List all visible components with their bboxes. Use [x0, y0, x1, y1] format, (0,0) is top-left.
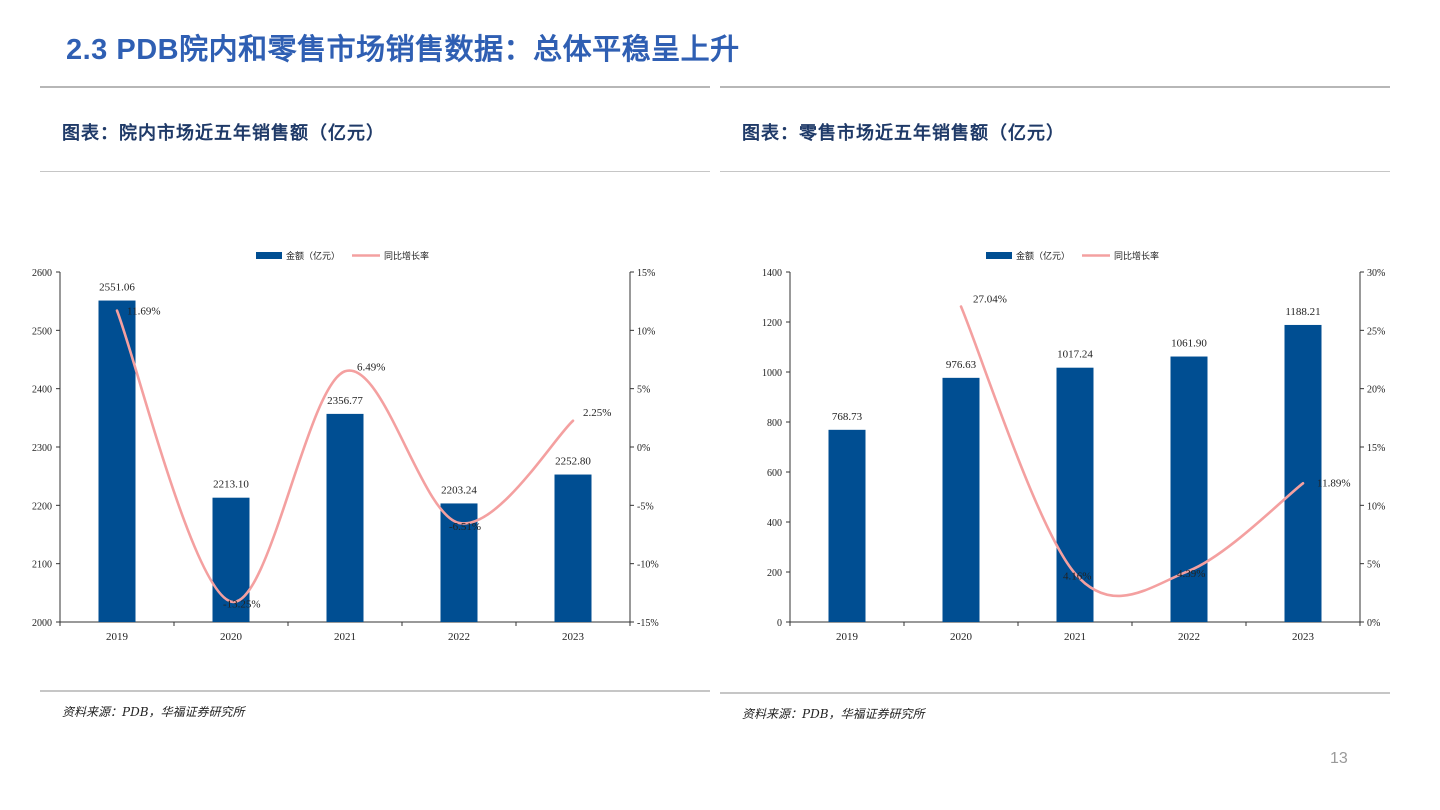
- y-tick-label-left: 1200: [762, 318, 782, 329]
- bar: [1284, 324, 1322, 622]
- growth-rate-line: [959, 305, 1305, 598]
- y-tick-label-left: 800: [767, 418, 782, 429]
- bar-value-label: 2213.10: [213, 479, 249, 491]
- bar-value-label: 2252.80: [555, 456, 591, 468]
- y-tick-label-right: 10%: [637, 326, 655, 337]
- y-tick-label-left: 2200: [32, 501, 52, 512]
- legend-label-bar: 金额（亿元）: [1016, 250, 1070, 261]
- x-tick-label: 2022: [448, 631, 470, 643]
- y-tick-label-right: 0%: [1367, 618, 1380, 629]
- y-tick-label-left: 2100: [32, 560, 52, 571]
- bar: [1170, 356, 1208, 622]
- y-tick-label-right: 15%: [637, 268, 655, 279]
- growth-rate-label: 27.04%: [973, 294, 1007, 306]
- x-tick-label: 2023: [1292, 631, 1315, 643]
- bar-value-label: 2551.06: [99, 282, 135, 294]
- growth-rate-label: 11.69%: [127, 306, 161, 318]
- y-tick-label-right: 5%: [637, 385, 650, 396]
- bar-value-label: 768.73: [832, 411, 863, 423]
- left-title-divider: [40, 171, 710, 172]
- y-tick-label-left: 2400: [32, 385, 52, 396]
- y-tick-label-right: -10%: [637, 560, 659, 571]
- bar-value-label: 1017.24: [1057, 349, 1093, 361]
- x-tick-label: 2022: [1178, 631, 1200, 643]
- legend-swatch-bar: [256, 252, 282, 259]
- y-tick-label-left: 2000: [32, 618, 52, 629]
- bar: [98, 300, 136, 622]
- x-tick-label: 2019: [836, 631, 859, 643]
- legend-label-line: 同比增长率: [1114, 250, 1159, 261]
- bar: [554, 474, 592, 622]
- hospital-sales-chart: 金额（亿元） 同比增长率 2000 2100 2200 2300 2400 2500 2600 -…: [32, 250, 659, 643]
- y-tick-label-left: 2600: [32, 268, 52, 279]
- y-tick-label-left: 1000: [762, 368, 782, 379]
- y-tick-label-right: -5%: [637, 501, 654, 512]
- growth-rate-label: 2.25%: [583, 407, 611, 419]
- header-divider-left: [40, 86, 710, 88]
- left-source-note: 资料来源：PDB，华福证券研究所: [62, 705, 245, 719]
- bar: [942, 377, 980, 622]
- legend-label-line: 同比增长率: [384, 250, 429, 261]
- bar: [828, 429, 866, 622]
- growth-rate-label: 4.16%: [1063, 570, 1091, 582]
- y-tick-label-right: 10%: [1367, 501, 1385, 512]
- growth-rate-line: [115, 309, 575, 603]
- y-tick-label-left: 2500: [32, 326, 52, 337]
- right-title-divider: [720, 171, 1390, 172]
- x-tick-label: 2021: [334, 631, 356, 643]
- right-chart-title: 图表：零售市场近五年销售额（亿元）: [742, 123, 1065, 144]
- growth-rate-label: 6.49%: [357, 361, 385, 373]
- left-footer-divider: [40, 690, 710, 692]
- bar-value-label: 2203.24: [441, 484, 477, 496]
- x-tick-label: 2023: [562, 631, 585, 643]
- growth-rate-label: 4.39%: [1177, 568, 1205, 580]
- y-tick-label-left: 600: [767, 468, 782, 479]
- x-tick-label: 2020: [950, 631, 973, 643]
- retail-sales-chart: 金额（亿元） 同比增长率 0 200 400 600 800 1000 1200 1400 0% 5%…: [762, 250, 1385, 643]
- y-tick-label-left: 1400: [762, 268, 782, 279]
- y-tick-label-right: 20%: [1367, 385, 1385, 396]
- y-tick-label-left: 0: [777, 618, 782, 629]
- left-chart-title: 图表：院内市场近五年销售额（亿元）: [62, 123, 385, 144]
- right-footer-divider: [720, 692, 1390, 694]
- y-tick-label-right: -15%: [637, 618, 659, 629]
- y-tick-label-right: 15%: [1367, 443, 1385, 454]
- bar: [1056, 367, 1094, 622]
- growth-rate-label: -13.25%: [223, 599, 261, 611]
- growth-rate-label: 11.89%: [1317, 477, 1351, 489]
- y-tick-label-right: 25%: [1367, 326, 1385, 337]
- page-title: 2.3 PDB院内和零售市场销售数据：总体平稳呈上升: [66, 34, 740, 66]
- right-source-note: 资料来源：PDB，华福证券研究所: [742, 707, 925, 721]
- bar: [326, 413, 364, 622]
- header-divider-right: [720, 86, 1390, 88]
- x-tick-label: 2019: [106, 631, 129, 643]
- bar-value-label: 1188.21: [1285, 306, 1320, 318]
- legend-label-bar: 金额（亿元）: [286, 250, 340, 261]
- legend-swatch-bar: [986, 252, 1012, 259]
- x-tick-label: 2021: [1064, 631, 1086, 643]
- y-tick-label-right: 0%: [637, 443, 650, 454]
- y-tick-label-left: 2300: [32, 443, 52, 454]
- bar-value-label: 976.63: [946, 359, 977, 371]
- y-tick-label-right: 5%: [1367, 560, 1380, 571]
- y-tick-label-left: 400: [767, 518, 782, 529]
- bar-value-label: 1061.90: [1171, 338, 1207, 350]
- growth-rate-label: -6.51%: [449, 521, 481, 533]
- bar-value-label: 2356.77: [327, 395, 363, 407]
- x-tick-label: 2020: [220, 631, 243, 643]
- y-tick-label-right: 30%: [1367, 268, 1385, 279]
- y-tick-label-left: 200: [767, 568, 782, 579]
- page-number: 13: [1330, 750, 1348, 767]
